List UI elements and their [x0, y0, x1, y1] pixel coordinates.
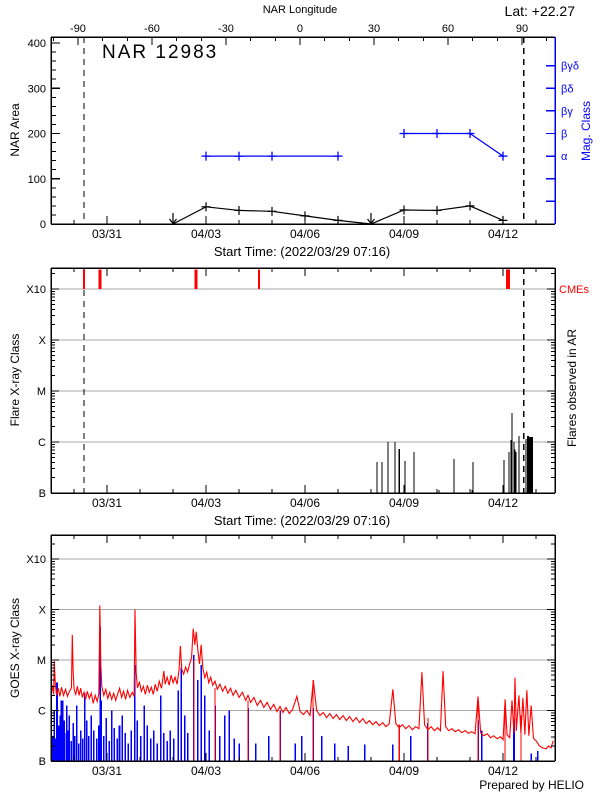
svg-text:04/06: 04/06	[290, 227, 320, 241]
svg-text:C: C	[38, 437, 46, 449]
latitude-label: Lat: +22.27	[504, 3, 575, 19]
svg-text:04/06: 04/06	[290, 496, 320, 510]
svg-text:0: 0	[297, 23, 303, 35]
svg-text:B: B	[39, 756, 46, 768]
svg-text:60: 60	[442, 23, 454, 35]
start-time-label-middle: Start Time: (2022/03/29 07:16)	[213, 513, 391, 528]
svg-text:04/06: 04/06	[290, 764, 320, 778]
svg-text:04/03: 04/03	[191, 227, 221, 241]
svg-text:04/12: 04/12	[488, 764, 518, 778]
start-time-label-top: Start Time: (2022/03/29 07:16)	[213, 244, 391, 259]
svg-text:X10: X10	[26, 284, 46, 296]
svg-text:βδ: βδ	[561, 83, 573, 95]
svg-text:B: B	[39, 488, 46, 500]
svg-text:90: 90	[516, 23, 528, 35]
svg-text:-60: -60	[144, 23, 160, 35]
svg-text:30: 30	[368, 23, 380, 35]
svg-text:300: 300	[28, 83, 46, 95]
longitude-axis-title: NAR Longitude	[262, 4, 338, 16]
cmes-label: CMEs	[559, 284, 589, 296]
svg-text:400: 400	[28, 38, 46, 50]
flares-observed-label: Flares observed in AR	[565, 328, 579, 448]
svg-text:-90: -90	[70, 23, 86, 35]
svg-text:α: α	[561, 151, 568, 163]
goes-axis-title: GOES X-ray Class	[8, 597, 22, 699]
credit-label: Prepared by HELIO	[479, 778, 584, 792]
svg-text:X10: X10	[26, 554, 46, 566]
svg-text:βγδ: βγδ	[561, 61, 579, 73]
svg-text:C: C	[38, 706, 46, 718]
svg-text:X: X	[39, 335, 47, 347]
svg-text:M: M	[37, 386, 46, 398]
svg-text:04/12: 04/12	[488, 496, 518, 510]
svg-text:β: β	[561, 129, 567, 141]
svg-text:200: 200	[28, 129, 46, 141]
svg-text:03/31: 03/31	[92, 227, 122, 241]
svg-text:03/31: 03/31	[92, 764, 122, 778]
svg-text:βγ: βγ	[561, 106, 573, 118]
svg-text:04/03: 04/03	[191, 496, 221, 510]
nar-area-axis-title: NAR Area	[8, 103, 22, 157]
svg-text:04/09: 04/09	[389, 227, 419, 241]
mag-class-axis-title: Mag. Class	[579, 100, 593, 162]
svg-text:X: X	[39, 605, 47, 617]
svg-text:04/12: 04/12	[488, 227, 518, 241]
svg-text:0: 0	[40, 219, 46, 231]
page-title: NAR 12983	[102, 42, 219, 63]
svg-text:04/03: 04/03	[191, 764, 221, 778]
svg-text:-30: -30	[218, 23, 234, 35]
svg-text:M: M	[37, 655, 46, 667]
svg-text:03/31: 03/31	[92, 496, 122, 510]
svg-text:04/09: 04/09	[389, 496, 419, 510]
svg-text:04/09: 04/09	[389, 764, 419, 778]
svg-text:100: 100	[28, 174, 46, 186]
flare-axis-title: Flare X-ray Class	[8, 333, 22, 427]
